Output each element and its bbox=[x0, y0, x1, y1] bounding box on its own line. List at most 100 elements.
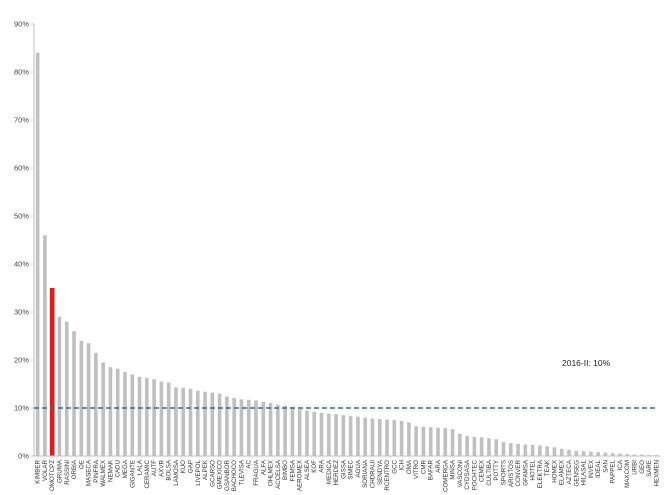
x-tick-label: CONVER bbox=[515, 459, 522, 486]
bar bbox=[64, 321, 69, 456]
x-tick-label: GAP bbox=[188, 460, 195, 473]
x-tick-label: GRUMA bbox=[56, 459, 63, 483]
bar bbox=[639, 454, 644, 456]
x-tick-label: ACCELSA bbox=[275, 459, 282, 489]
x-tick-label: OMA bbox=[406, 459, 413, 474]
bar bbox=[596, 452, 600, 456]
bar bbox=[108, 367, 113, 456]
bar bbox=[458, 433, 462, 456]
x-tick-label: URBI bbox=[632, 460, 639, 475]
bar bbox=[130, 374, 135, 456]
x-tick-label: INVEX bbox=[588, 460, 595, 479]
y-tick-label: 50% bbox=[14, 212, 29, 221]
x-tick-label: OMOTCPZ bbox=[49, 460, 56, 491]
bar bbox=[356, 416, 360, 456]
x-tick-label: VASCONI bbox=[457, 460, 464, 488]
bar bbox=[530, 444, 535, 456]
x-tick-label: KIMBER bbox=[35, 459, 42, 483]
x-tick-label: CMR bbox=[420, 459, 427, 474]
bar bbox=[326, 413, 331, 456]
x-tick-label: GEO bbox=[639, 460, 646, 474]
x-tick-label: KOF bbox=[311, 460, 318, 473]
x-tick-label: VITRO bbox=[413, 460, 420, 479]
y-axis: 0% 10% 20% 30% 40% 50% 60% 70% 80% 90% bbox=[14, 20, 35, 461]
x-tick-label: LAMOSA bbox=[173, 459, 180, 486]
bar bbox=[254, 400, 258, 456]
x-tick-label: HILASAL bbox=[581, 459, 588, 485]
x-tick-label: CEMEX bbox=[479, 460, 486, 482]
bar bbox=[487, 438, 491, 456]
x-tick-label: BOLSA bbox=[166, 459, 173, 481]
x-tick-label: AEROMEX bbox=[297, 460, 304, 491]
x-tick-label: HEXMEN bbox=[653, 460, 660, 486]
bar bbox=[377, 419, 382, 456]
x-tick-label: GIGANTE bbox=[129, 460, 136, 488]
bar bbox=[290, 407, 295, 456]
bar bbox=[574, 450, 579, 456]
x-tick-label: ALPEK bbox=[202, 459, 209, 480]
bar bbox=[115, 368, 120, 456]
x-tick-label: LALA bbox=[137, 459, 144, 475]
x-tick-label: CHDRAUI bbox=[369, 460, 376, 488]
bar bbox=[450, 429, 455, 456]
bar bbox=[268, 403, 273, 456]
bar bbox=[552, 447, 557, 456]
x-tick-label: HOTEL bbox=[530, 459, 537, 480]
bar bbox=[123, 372, 127, 456]
x-tick-label: NEMAK bbox=[107, 459, 114, 482]
bar bbox=[297, 408, 302, 456]
x-tick-label: SENDYA bbox=[377, 459, 384, 485]
x-tick-label: GSANBOR bbox=[224, 459, 231, 490]
x-tick-label: IDEAL bbox=[595, 459, 602, 477]
bar bbox=[370, 418, 375, 456]
bar bbox=[610, 453, 615, 456]
x-tick-label: CERAMIC bbox=[144, 459, 151, 488]
bar bbox=[523, 444, 528, 456]
bar bbox=[203, 391, 207, 456]
bar bbox=[465, 435, 469, 456]
x-tick-label: MINSA bbox=[450, 459, 457, 479]
x-tick-label: AUTF bbox=[151, 460, 158, 476]
x-tick-label: ICH bbox=[399, 460, 406, 471]
bar bbox=[232, 397, 236, 456]
bar bbox=[494, 439, 499, 456]
x-tick-label: SARE bbox=[646, 460, 653, 477]
y-tick-label: 20% bbox=[14, 356, 29, 365]
bar bbox=[567, 449, 571, 456]
x-tick-label: BIMBO bbox=[282, 460, 289, 480]
y-tick-label: 90% bbox=[14, 20, 29, 29]
x-tick-label: AGUA bbox=[355, 459, 362, 477]
bar bbox=[276, 404, 280, 456]
bar bbox=[385, 419, 389, 456]
bar bbox=[479, 437, 484, 456]
bar bbox=[159, 381, 164, 456]
bar bbox=[166, 382, 171, 456]
x-tick-label: GCARSO bbox=[209, 460, 216, 487]
x-tick-label: PINFRA bbox=[93, 459, 100, 483]
y-tick-label: 70% bbox=[14, 116, 29, 125]
bar bbox=[261, 401, 266, 456]
x-tick-label: LIVEPOL bbox=[195, 459, 202, 485]
x-tick-label: SPORTS bbox=[501, 460, 508, 485]
y-tick-label: 60% bbox=[14, 164, 29, 173]
bar bbox=[559, 448, 564, 456]
bar bbox=[174, 387, 178, 456]
bar bbox=[239, 399, 244, 456]
x-tick-label: SAN bbox=[602, 460, 609, 473]
x-tick-label: BAFAR bbox=[428, 459, 435, 480]
x-tick-label: MAXCOM bbox=[624, 460, 631, 488]
bar bbox=[472, 436, 477, 456]
x-tick-label: MASECA bbox=[86, 459, 93, 486]
x-tick-label: GCC bbox=[391, 459, 398, 473]
bar bbox=[72, 331, 76, 456]
bar bbox=[334, 414, 338, 456]
x-tick-label: ALSEA bbox=[304, 459, 311, 480]
y-tick-label: 10% bbox=[14, 404, 29, 413]
reference-line-label: 2016-II: 10% bbox=[562, 358, 611, 368]
y-tick-label: 30% bbox=[14, 308, 29, 317]
x-tick-label: HERDEZ bbox=[333, 460, 340, 486]
x-tick-label: ALFA bbox=[260, 459, 267, 475]
bar bbox=[43, 235, 47, 456]
x-tick-label: CULTIBA bbox=[486, 459, 493, 486]
bar bbox=[348, 416, 353, 456]
